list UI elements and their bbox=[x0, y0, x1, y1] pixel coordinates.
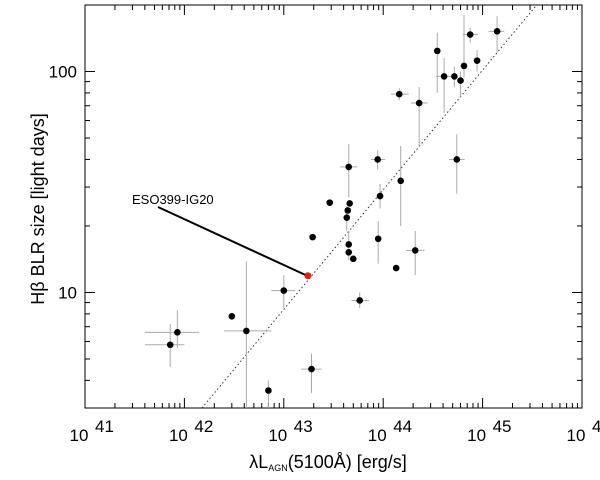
axis-ticks bbox=[84, 4, 583, 409]
fit-line-layer bbox=[201, 4, 538, 409]
data-point bbox=[374, 156, 381, 163]
data-point bbox=[343, 214, 351, 221]
x-axis-label-subscript: AGN bbox=[268, 463, 288, 473]
x-tick-label-exponent: 45 bbox=[493, 417, 512, 436]
data-point bbox=[309, 233, 316, 241]
data-point bbox=[392, 264, 400, 272]
x-tick-label: 10 bbox=[169, 426, 188, 445]
x-tick-label-exponent: 44 bbox=[393, 417, 412, 436]
data-point bbox=[466, 31, 474, 38]
data-point bbox=[376, 192, 384, 200]
data-point bbox=[280, 287, 288, 294]
data-point bbox=[415, 99, 423, 107]
x-tick-label: 10 bbox=[467, 426, 486, 445]
y-axis-label: Hβ BLR size [light days] bbox=[28, 113, 48, 304]
data-point bbox=[374, 235, 382, 243]
y-tick-label: 100 bbox=[49, 63, 77, 82]
data-point bbox=[166, 341, 174, 349]
data-point bbox=[397, 177, 405, 185]
x-tick-label-exponent: 46 bbox=[592, 417, 600, 436]
x-tick-label: 10 bbox=[567, 426, 586, 445]
data-points-layer bbox=[166, 28, 501, 394]
data-point bbox=[308, 365, 315, 373]
data-point bbox=[356, 297, 363, 304]
data-point bbox=[344, 207, 352, 214]
data-point bbox=[346, 200, 353, 207]
data-point bbox=[440, 73, 448, 80]
fit-line bbox=[201, 4, 538, 409]
data-point bbox=[451, 73, 458, 80]
data-point bbox=[265, 387, 272, 394]
annotation-layer: ESO399-IG20 bbox=[132, 192, 306, 276]
x-axis-label-suffix: (5100Å) [erg/s] bbox=[288, 452, 407, 472]
data-point bbox=[345, 241, 353, 248]
data-point bbox=[345, 248, 353, 256]
data-point bbox=[243, 327, 250, 335]
highlight-point bbox=[304, 272, 312, 280]
plot-frame bbox=[84, 4, 583, 409]
x-tick-label-exponent: 43 bbox=[294, 417, 313, 436]
annotation-pointer-line bbox=[157, 206, 306, 276]
x-tick-label-exponent: 42 bbox=[194, 417, 213, 436]
data-point bbox=[228, 313, 236, 320]
data-point bbox=[473, 57, 481, 64]
x-tick-label: 10 bbox=[368, 426, 387, 445]
x-tick-label: 10 bbox=[70, 426, 89, 445]
x-axis-label: λLAGN(5100Å) [erg/s] bbox=[249, 452, 407, 473]
data-point bbox=[453, 156, 461, 163]
data-point bbox=[460, 62, 468, 70]
data-point bbox=[345, 163, 353, 171]
data-point bbox=[326, 199, 334, 206]
plot-border bbox=[84, 4, 583, 409]
data-point bbox=[395, 90, 403, 98]
x-tick-label-exponent: 41 bbox=[95, 417, 114, 436]
x-tick-label: 10 bbox=[268, 426, 287, 445]
x-tick-labels: 10 41 10 42 10 43 10 44 10 45 10 46 bbox=[70, 417, 600, 445]
data-point bbox=[493, 28, 501, 35]
y-tick-labels: 10 100 bbox=[49, 63, 77, 303]
data-point bbox=[457, 77, 464, 84]
data-point bbox=[433, 47, 441, 55]
error-bars-layer bbox=[144, 15, 505, 408]
data-point bbox=[411, 247, 419, 254]
x-axis-label-prefix: λL bbox=[249, 452, 268, 472]
data-point bbox=[174, 329, 181, 336]
data-point bbox=[349, 255, 357, 263]
annotation-label: ESO399-IG20 bbox=[132, 192, 214, 207]
y-tick-label: 10 bbox=[58, 283, 77, 302]
